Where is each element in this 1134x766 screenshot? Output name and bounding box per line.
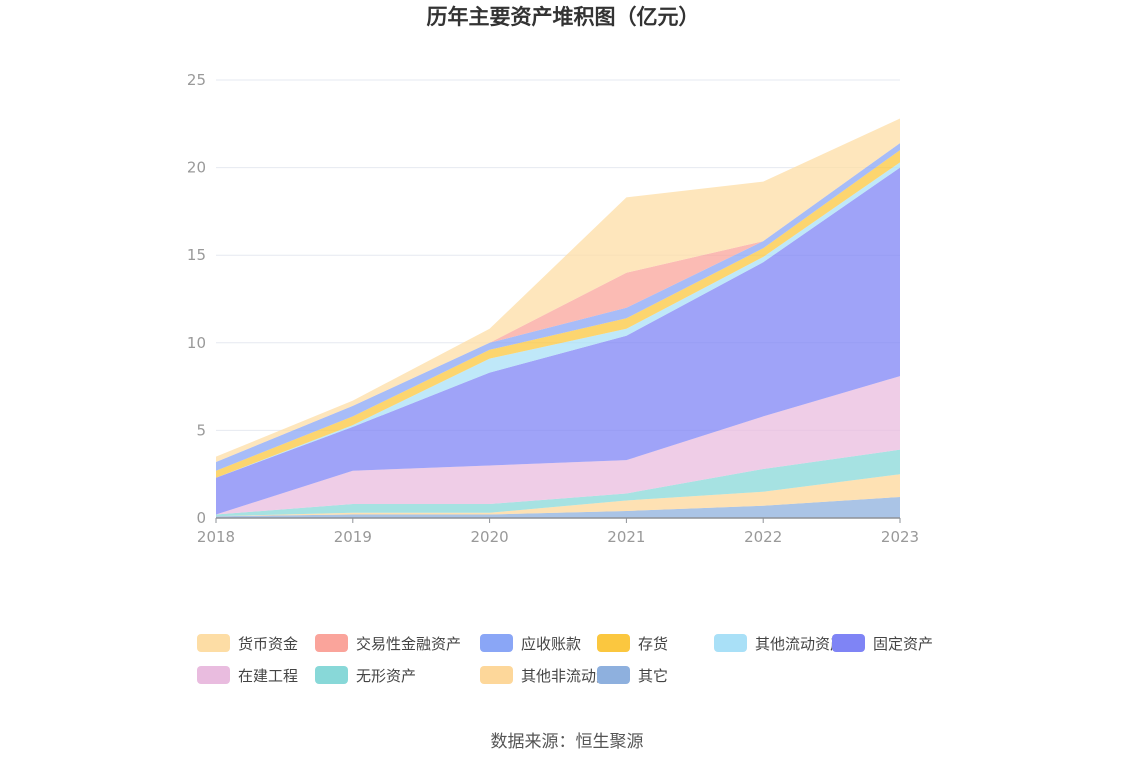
legend-label: 交易性金融资产 <box>356 635 461 653</box>
legend-swatch <box>714 634 747 652</box>
legend-swatch <box>315 666 348 684</box>
legend-swatch <box>315 634 348 652</box>
legend-item[interactable]: 货币资金 <box>197 634 298 653</box>
legend-label: 固定资产 <box>873 635 933 653</box>
area-series <box>216 118 900 462</box>
legend-swatch <box>597 666 630 684</box>
x-tick-label: 2019 <box>334 528 372 546</box>
legend-item[interactable]: 无形资产 <box>315 666 416 685</box>
legend-label: 其它 <box>638 667 668 685</box>
area-series <box>216 167 900 515</box>
y-tick-label: 20 <box>187 159 206 177</box>
legend-item[interactable]: 其他流动资产 <box>714 634 845 653</box>
data-source: 数据来源：恒生聚源 <box>491 732 644 752</box>
area-series <box>216 449 900 517</box>
area-series <box>216 150 900 478</box>
legend-swatch <box>480 666 513 684</box>
y-tick-label: 25 <box>187 71 206 89</box>
x-tick-label: 2018 <box>197 528 235 546</box>
legend-swatch <box>197 666 230 684</box>
area-series <box>216 143 900 471</box>
legend-label: 存货 <box>638 635 668 653</box>
y-tick-label: 15 <box>187 246 206 264</box>
legend-swatch <box>832 634 865 652</box>
area-series <box>216 376 900 515</box>
legend-item[interactable]: 交易性金融资产 <box>315 634 461 653</box>
x-tick-label: 2020 <box>471 528 509 546</box>
legend-swatch <box>597 634 630 652</box>
legend-item[interactable]: 固定资产 <box>832 634 933 653</box>
area-series-group <box>216 118 900 518</box>
axes: 2018 2019 2020 2021 2022 2023 <box>197 517 919 546</box>
x-tick-label: 2023 <box>881 528 919 546</box>
legend-label: 应收账款 <box>521 635 581 653</box>
legend-label: 无形资产 <box>356 667 416 685</box>
x-tick-label: 2022 <box>744 528 782 546</box>
legend-label: 在建工程 <box>238 667 298 685</box>
y-tick-label: 10 <box>187 334 206 352</box>
legend-item[interactable]: 存货 <box>597 634 668 653</box>
legend-swatch <box>480 634 513 652</box>
x-tick-label: 2021 <box>607 528 645 546</box>
legend-item[interactable]: 应收账款 <box>480 634 581 653</box>
legend-item[interactable]: 其它 <box>597 666 668 685</box>
y-tick-label: 0 <box>196 509 206 527</box>
area-series <box>216 474 900 517</box>
chart-title: 历年主要资产堆积图（亿元） <box>427 5 700 29</box>
y-tick-label: 5 <box>196 421 206 439</box>
area-series <box>216 496 900 518</box>
legend-label: 其他流动资产 <box>755 635 845 653</box>
legend-item[interactable]: 在建工程 <box>197 666 298 685</box>
legend-swatch <box>197 634 230 652</box>
legend-label: 货币资金 <box>238 635 298 653</box>
